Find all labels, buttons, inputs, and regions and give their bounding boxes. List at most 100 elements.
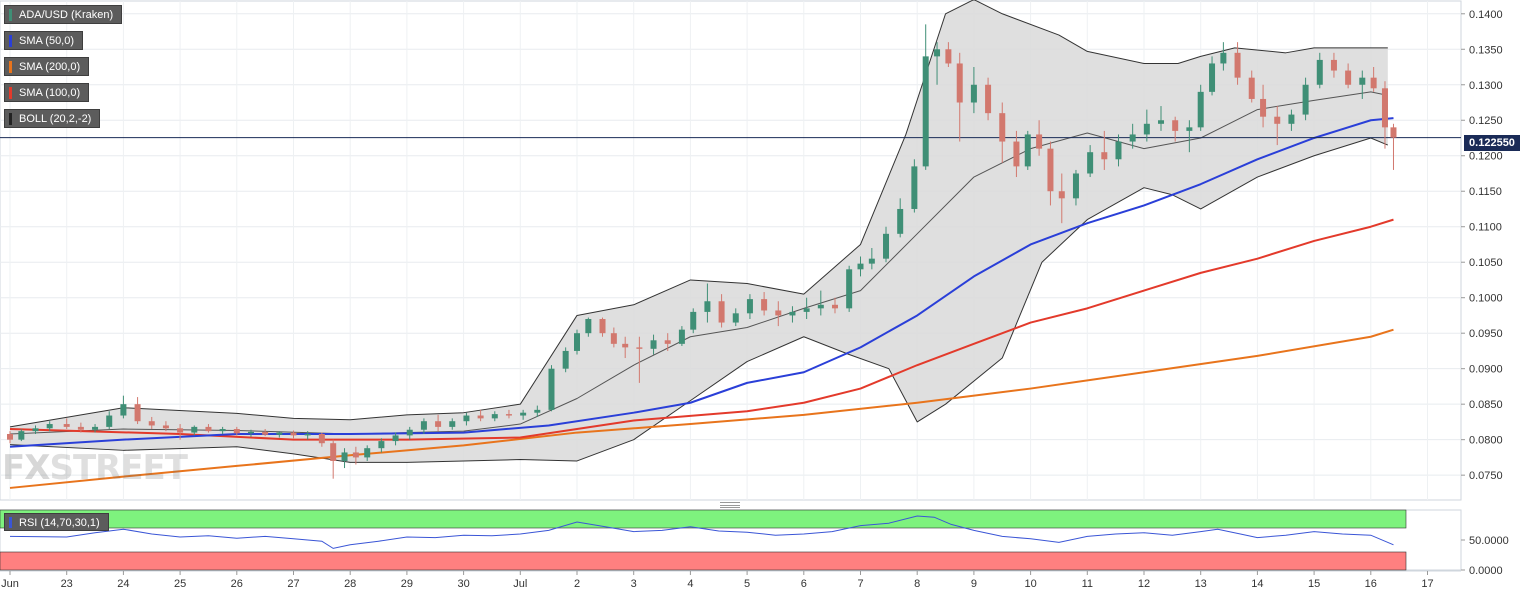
- candle-body: [1209, 63, 1216, 92]
- candle-body: [120, 404, 127, 416]
- date-tick-label: 23: [61, 578, 73, 590]
- candle-body: [148, 421, 155, 426]
- date-tick-label: 13: [1195, 578, 1207, 590]
- sma50-legend[interactable]: SMA (50,0): [4, 31, 84, 50]
- candle-body: [1197, 91, 1204, 128]
- date-tick-label: 10: [1024, 578, 1036, 590]
- candle-body: [690, 311, 697, 330]
- boll-upper-line: [9, 0, 1388, 428]
- candle-body: [1260, 98, 1267, 117]
- candle-body: [1129, 134, 1136, 142]
- candle-body: [162, 425, 169, 429]
- candle-body: [1172, 120, 1179, 131]
- candle-body: [897, 208, 904, 234]
- date-tick-label: 15: [1308, 578, 1320, 590]
- date-tick-label: 12: [1138, 578, 1150, 590]
- candle-body: [650, 340, 657, 349]
- candle-body: [718, 301, 725, 323]
- candlesticks: [7, 24, 1397, 479]
- watermark-logo: FXSTREET: [2, 448, 188, 488]
- sma200-legend[interactable]: SMA (200,0): [4, 57, 90, 76]
- candle-body: [562, 350, 569, 369]
- date-tick-label: 24: [117, 578, 129, 590]
- candle-body: [449, 421, 456, 427]
- date-tick-label: 5: [744, 578, 750, 590]
- candle-body: [77, 426, 84, 430]
- candle-body: [956, 63, 963, 103]
- date-tick-label: 4: [687, 578, 693, 590]
- candle-body: [1072, 173, 1079, 199]
- sma100-swatch: [9, 87, 12, 99]
- overbought-zone: [0, 509, 1407, 529]
- candle-body: [1036, 134, 1043, 149]
- candle-body: [775, 310, 782, 316]
- candle-body: [1316, 59, 1323, 85]
- boll-lower-line: [9, 137, 1389, 463]
- panel-resize-handle[interactable]: [720, 502, 740, 508]
- candle-body: [1158, 120, 1165, 124]
- candle-body: [318, 433, 325, 444]
- candle-body: [1370, 77, 1377, 89]
- boll-label: BOLL (20,2,-2): [19, 113, 92, 125]
- candle-body: [636, 347, 643, 349]
- candle-body: [622, 343, 629, 348]
- sma50-label: SMA (50,0): [19, 35, 75, 47]
- oversold-zone: [0, 551, 1407, 571]
- rsi-panel: 50.0000 0.0000: [0, 509, 1509, 577]
- candle-body: [92, 426, 99, 430]
- date-tick-label: 26: [231, 578, 243, 590]
- candle-body: [664, 340, 671, 344]
- price-axis: 0.0750 0.0800 0.0850 0.0900 0.0950 0.1000 0.10…: [1461, 9, 1503, 482]
- candle-body: [970, 84, 977, 103]
- candle-body: [945, 49, 952, 64]
- sma200-swatch: [9, 61, 12, 73]
- candle-body: [999, 113, 1006, 142]
- rsi-label: RSI (14,70,30,1): [19, 517, 100, 529]
- band-fill: [10, 0, 1388, 463]
- candle-body: [803, 308, 810, 312]
- rsi-tick-label: 0.0000: [1469, 565, 1503, 577]
- candle-body: [364, 448, 371, 458]
- candle-body: [1047, 148, 1054, 192]
- candle-body: [761, 299, 768, 311]
- price-tick-label: 0.1350: [1469, 44, 1503, 56]
- current-price-tag: 0.122550: [1464, 135, 1520, 151]
- candle-body: [233, 429, 240, 434]
- date-tick-label: 17: [1421, 578, 1433, 590]
- date-tick-label: 3: [631, 578, 637, 590]
- instrument-legend[interactable]: ADA/USD (Kraken): [4, 5, 123, 24]
- price-tick-label: 0.1050: [1469, 257, 1503, 269]
- candle-body: [392, 435, 399, 442]
- candle-body: [63, 424, 70, 427]
- candle-body: [341, 452, 348, 461]
- rsi-legend[interactable]: RSI (14,70,30,1): [4, 513, 109, 531]
- sma100-legend[interactable]: SMA (100,0): [4, 83, 90, 102]
- candle-body: [704, 301, 711, 312]
- boll-legend[interactable]: BOLL (20,2,-2): [4, 109, 101, 128]
- date-tick-label: Jul: [513, 578, 527, 590]
- candle-body: [18, 431, 25, 440]
- candle-body: [1186, 127, 1193, 131]
- price-tick-label: 0.1250: [1469, 115, 1503, 127]
- candle-body: [1220, 52, 1227, 64]
- date-tick-label: 28: [344, 578, 356, 590]
- candle-body: [352, 452, 359, 458]
- date-tick-label: 7: [857, 578, 863, 590]
- candle-body: [857, 263, 864, 270]
- candle-body: [1058, 191, 1065, 199]
- candle-body: [7, 433, 13, 440]
- rsi-tick-label: 50.0000: [1469, 535, 1509, 547]
- candle-body: [1274, 116, 1281, 124]
- candle-body: [1143, 123, 1150, 135]
- sma50-line: [9, 117, 1394, 448]
- date-tick-label: 25: [174, 578, 186, 590]
- candle-body: [985, 84, 992, 114]
- candle-body: [831, 304, 838, 309]
- candle-body: [911, 166, 918, 209]
- candle-body: [746, 299, 753, 314]
- candle-body: [420, 421, 427, 430]
- sma100-label: SMA (100,0): [19, 87, 81, 99]
- candle-body: [922, 56, 929, 167]
- candle-body: [1234, 52, 1241, 78]
